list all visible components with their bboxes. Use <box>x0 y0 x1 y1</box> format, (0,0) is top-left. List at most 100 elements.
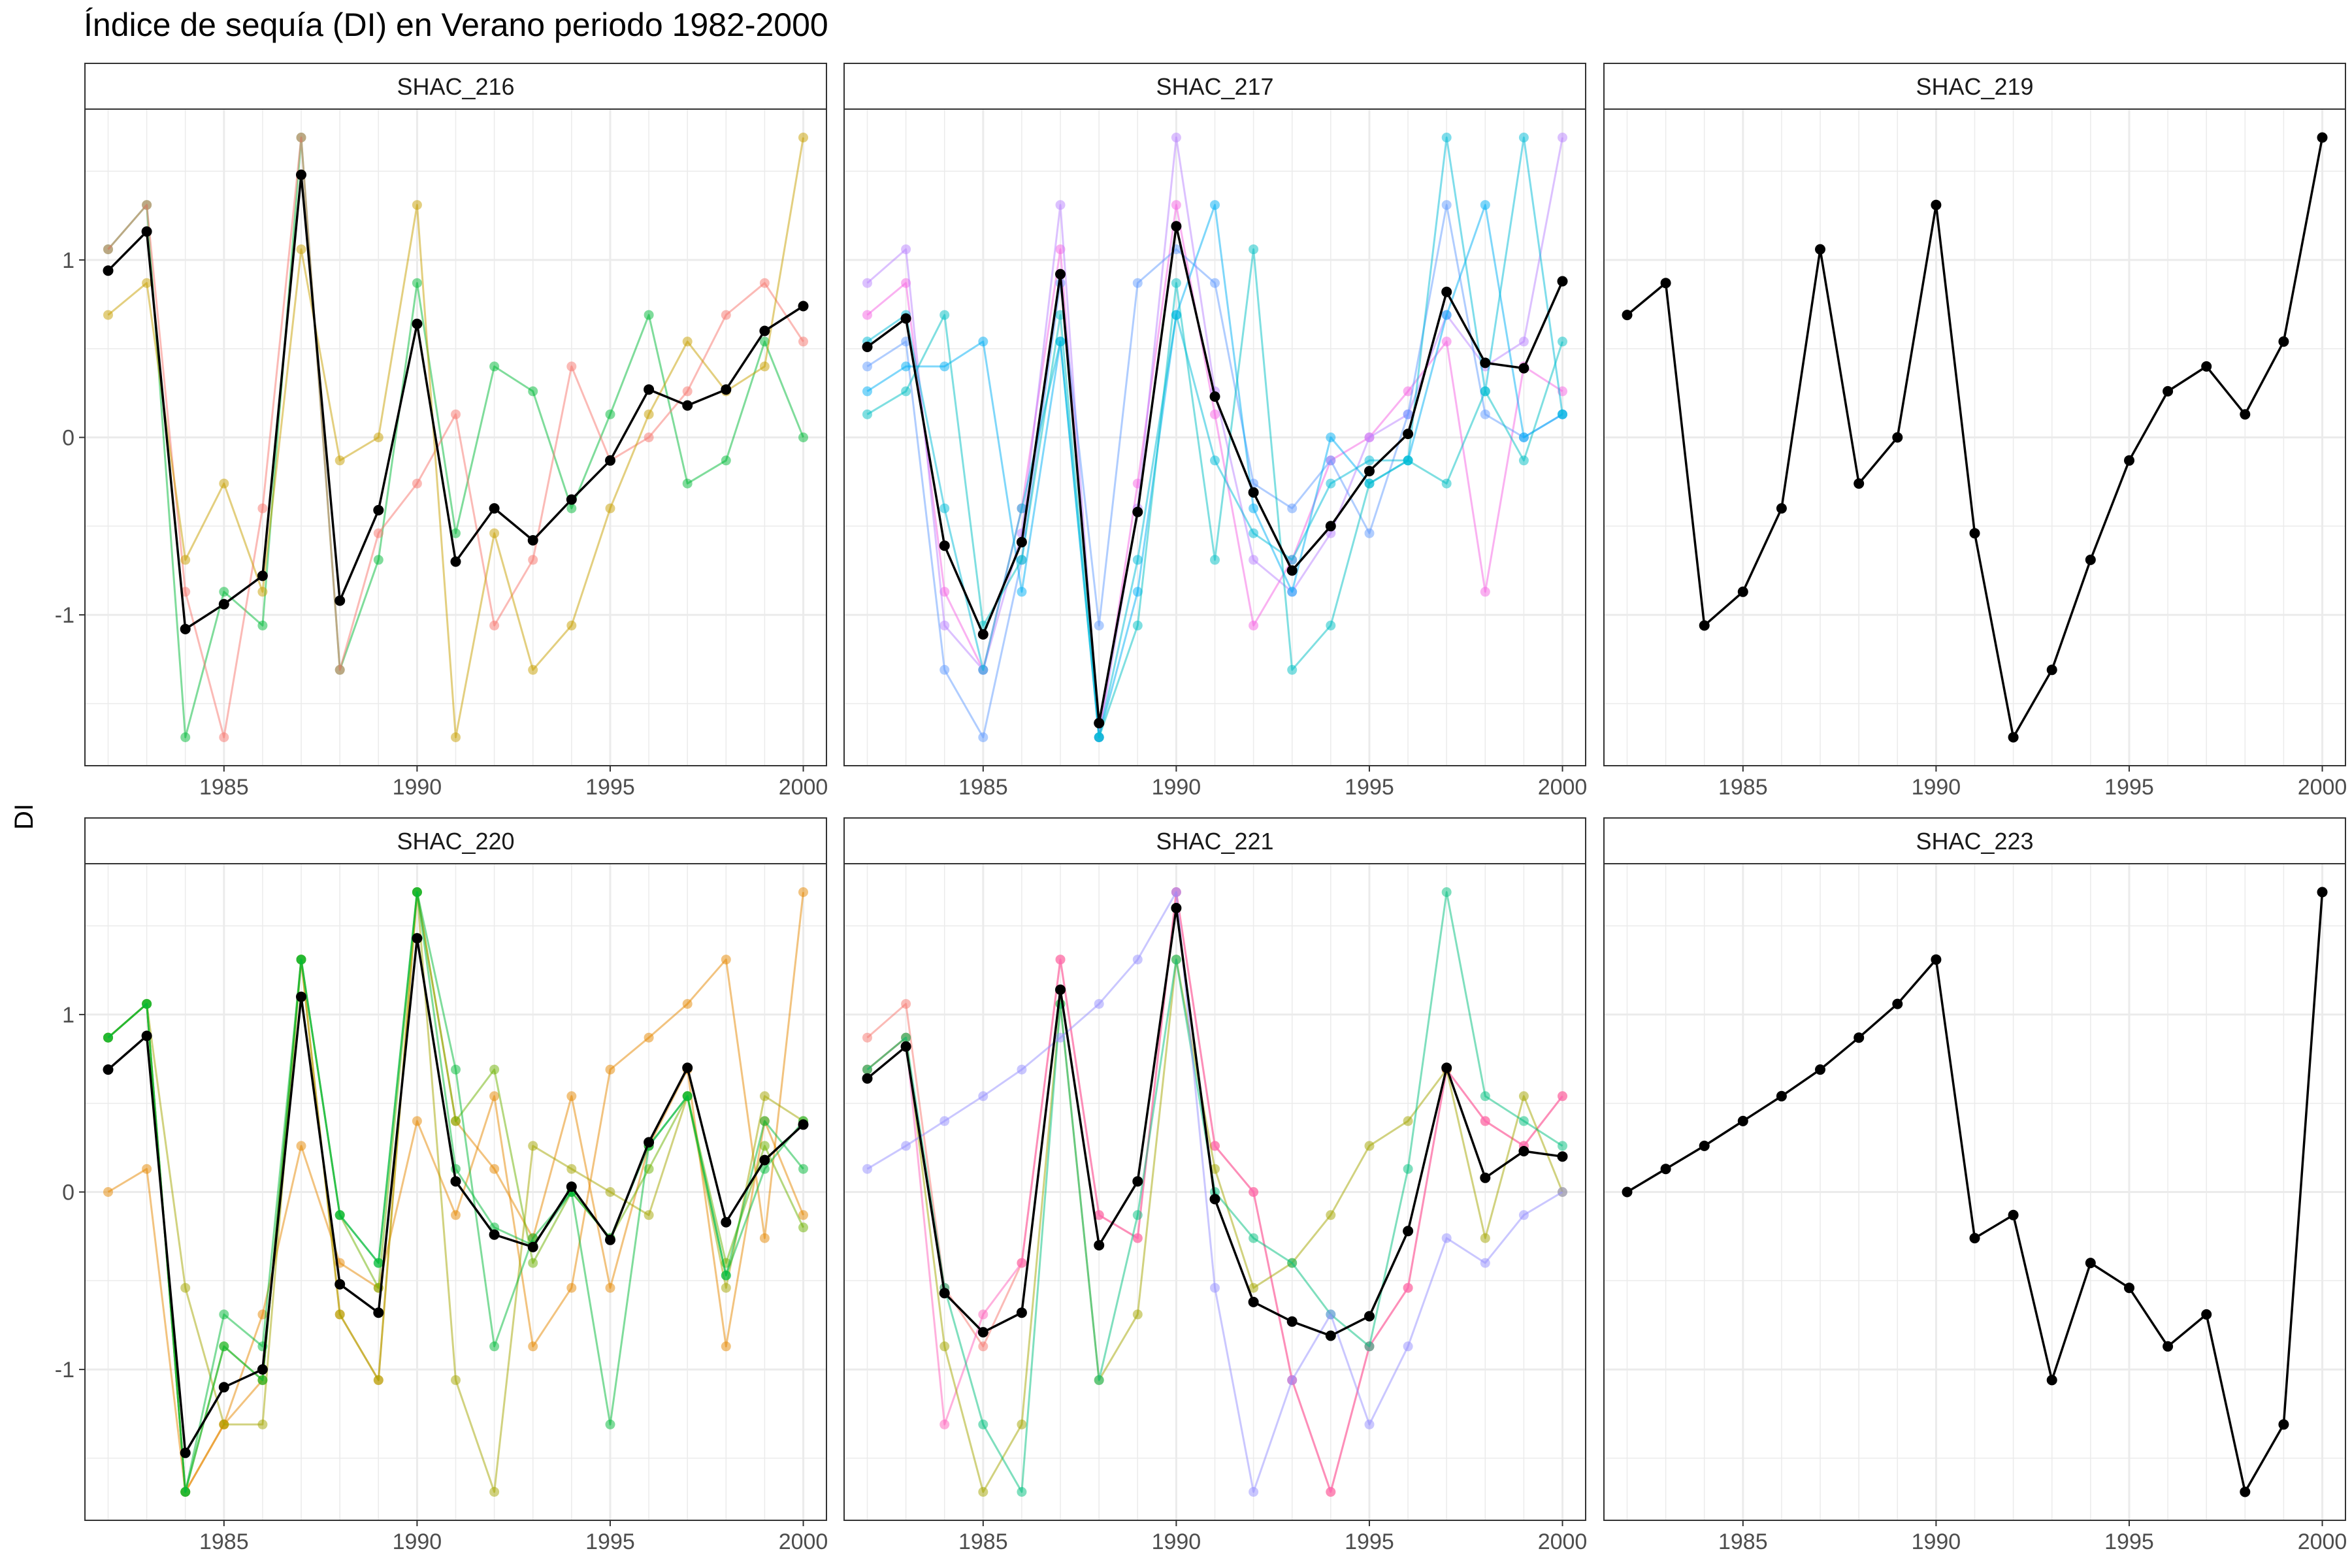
station-data-point <box>1132 1233 1143 1243</box>
station-data-point <box>489 620 500 630</box>
mean-data-point <box>218 1382 229 1393</box>
station-data-point <box>566 620 577 630</box>
station-data-point <box>528 555 538 565</box>
station-data-point <box>1017 1064 1027 1075</box>
station-data-point <box>978 1419 988 1429</box>
station-data-point <box>1441 1233 1452 1243</box>
station-data-point <box>296 133 306 142</box>
mean-data-point <box>862 342 873 352</box>
station-data-point <box>978 1091 988 1102</box>
facet-strip <box>1603 817 2346 864</box>
station-data-point <box>644 310 654 320</box>
x-tick-label: 1990 <box>393 1529 442 1554</box>
y-axis-label: DI <box>10 804 39 830</box>
station-data-point <box>978 1341 988 1352</box>
station-data-point <box>759 336 770 347</box>
station-data-point <box>1249 1187 1259 1197</box>
station-data-point <box>489 1341 500 1352</box>
station-data-point <box>489 528 500 538</box>
station-data-point <box>1518 1210 1529 1220</box>
station-data-point <box>1480 1258 1490 1268</box>
mean-data-point <box>141 1030 152 1041</box>
x-tick-label: 2000 <box>2298 1529 2347 1554</box>
x-tick-label: 1990 <box>1912 1529 1961 1554</box>
mean-data-point <box>2317 887 2328 898</box>
mean-data-point <box>1325 521 1336 532</box>
station-data-point <box>1249 1233 1259 1243</box>
y-tick-label: 1 <box>62 1003 74 1028</box>
station-data-point <box>1132 555 1143 565</box>
facet-strip-label: SHAC_217 <box>1156 73 1273 100</box>
station-data-point <box>1017 503 1027 514</box>
station-data-point <box>759 278 770 288</box>
station-data-point <box>862 386 872 397</box>
mean-data-point <box>605 455 615 466</box>
station-data-point <box>219 1419 229 1429</box>
mean-data-point <box>1699 620 1710 631</box>
station-data-point <box>1017 1487 1027 1497</box>
x-tick-label: 1990 <box>1152 1529 1201 1554</box>
station-data-point <box>798 1164 808 1174</box>
station-data-point <box>1171 133 1181 142</box>
station-data-point <box>644 409 654 419</box>
station-data-point <box>682 386 693 397</box>
station-data-point <box>1403 455 1413 466</box>
mean-data-point <box>1055 984 1066 995</box>
x-tick-label: 2000 <box>2298 775 2347 800</box>
station-data-point <box>335 1210 345 1220</box>
station-data-point <box>798 887 808 897</box>
mean-data-point <box>450 1176 461 1187</box>
mean-data-point <box>1622 1186 1633 1198</box>
station-data-point <box>901 386 911 397</box>
chart-title: Índice de sequía (DI) en Verano periodo … <box>84 7 828 43</box>
station-data-point <box>1441 336 1452 347</box>
x-tick-label: 2000 <box>1538 775 1588 800</box>
station-data-point <box>1558 409 1567 419</box>
mean-data-point <box>798 301 809 312</box>
station-data-point <box>1210 409 1220 419</box>
station-data-point <box>1441 478 1452 489</box>
mean-data-point <box>759 325 770 336</box>
station-data-point <box>682 999 693 1009</box>
facet-panel: SHAC_219 1985 1990 1995 2000 <box>1603 63 2347 800</box>
station-data-point <box>1132 1309 1143 1320</box>
station-data-point <box>939 503 950 514</box>
station-data-point <box>1326 528 1336 538</box>
station-data-point <box>219 478 229 489</box>
mean-data-point <box>1969 528 1980 539</box>
station-data-point <box>1480 1116 1490 1126</box>
mean-data-point <box>1364 466 1375 477</box>
station-data-point <box>257 503 268 514</box>
mean-data-point <box>566 1181 577 1192</box>
station-data-point <box>1132 620 1143 630</box>
station-data-point <box>1403 1341 1413 1352</box>
station-data-point <box>682 1091 693 1102</box>
station-data-point <box>939 1116 950 1126</box>
x-tick-label: 1995 <box>1345 1529 1394 1554</box>
station-data-point <box>798 433 808 442</box>
station-data-point <box>1249 1282 1259 1293</box>
station-data-point <box>1171 887 1181 897</box>
mean-data-point <box>798 1119 809 1130</box>
y-tick-label: 0 <box>62 426 74 451</box>
station-data-point <box>219 732 229 742</box>
station-data-point <box>862 361 872 372</box>
mean-data-point <box>2124 1282 2134 1294</box>
station-data-point <box>451 1210 461 1220</box>
station-data-point <box>335 1309 345 1320</box>
station-data-point <box>759 1141 770 1151</box>
station-data-point <box>566 1282 577 1293</box>
mean-data-point <box>1248 1296 1259 1307</box>
station-data-point <box>798 133 808 142</box>
station-data-point <box>1249 528 1259 538</box>
mean-data-point <box>1286 1316 1298 1327</box>
station-data-point <box>901 361 911 372</box>
station-data-point <box>759 1091 770 1102</box>
mean-data-point <box>1518 363 1529 374</box>
station-data-point <box>1326 1309 1336 1320</box>
station-data-point <box>1210 200 1220 210</box>
station-data-point <box>1132 1210 1143 1220</box>
station-data-point <box>1403 1282 1413 1293</box>
mean-data-point <box>1480 1172 1491 1183</box>
